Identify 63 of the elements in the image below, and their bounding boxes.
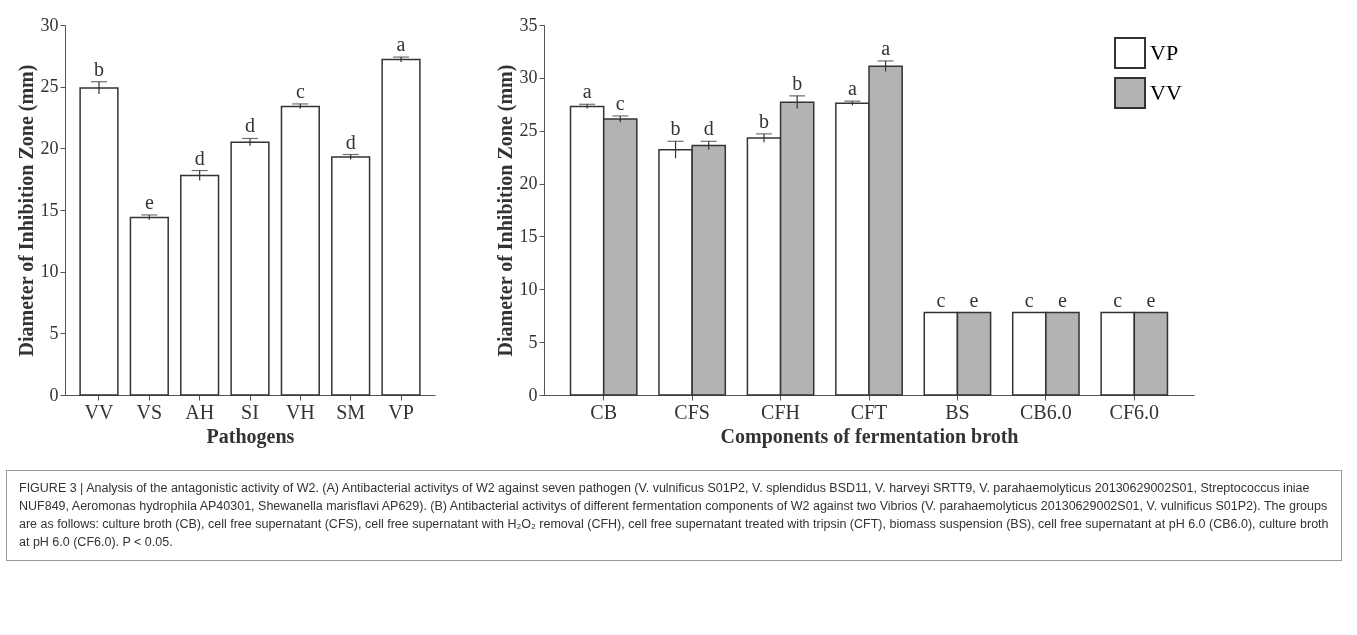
x-tick-label: CF6.0 [1109,400,1160,423]
data-label: d [194,146,205,169]
legend-label: VP [1150,40,1179,65]
y-tick-label: 20 [519,173,538,194]
bar [129,216,169,396]
legend-label: VV [1150,80,1182,105]
data-label: d [703,117,714,140]
y-tick-label: 30 [40,14,59,35]
y-tick-label: 20 [40,137,59,158]
data-label: a [582,80,592,103]
x-tick-label: CFH [761,400,801,423]
x-tick-label: CB6.0 [1020,400,1072,423]
x-tick-label: VH [285,400,315,423]
data-label: a [396,33,406,56]
y-axis-title: Diameter of Inhibition Zone (mm) [493,64,517,357]
x-tick-label: BS [945,400,970,423]
y-axis-title: Diameter of Inhibition Zone (mm) [14,64,38,357]
data-label: c [295,79,305,102]
bar [280,105,320,396]
data-label: b [758,109,769,132]
x-tick-label: VS [136,400,163,423]
y-tick-label: 25 [519,120,538,141]
bar [230,141,270,396]
y-tick-label: 30 [519,67,538,88]
x-tick-label: VP [388,400,414,423]
x-tick-label: VV [84,400,114,423]
y-tick-label: 0 [49,384,59,405]
y-tick-label: 5 [528,331,538,352]
bar [180,174,220,396]
x-tick-label: CFS [674,400,710,423]
x-axis-title: Pathogens [206,424,295,448]
y-tick-label: 5 [49,322,59,343]
data-label: b [93,57,104,80]
data-label: e [969,288,979,311]
y-tick-label: 10 [519,278,538,299]
y-tick-label: 0 [528,384,538,405]
y-tick-label: 15 [519,225,538,246]
y-tick-label: 15 [40,199,59,220]
bar [331,156,371,396]
data-label: a [847,77,857,100]
x-tick-label: CFT [850,400,888,423]
data-label: e [1146,288,1156,311]
data-label: c [936,288,946,311]
data-label: c [1113,288,1123,311]
caption: FIGURE 3 | Analysis of the antagonistic activity of W2. (A) Antibacterial activitys of W2 against seven pathogen (V. vulnificus S01P2, V. splendidus BSD11, V. harveyi SRTT9, V. parahaemolyticus 20130629002S01, Streptococcus iniae NUF849, Aeromonas hydrophila AP40301, Shewanella marisflavi AP629). (B) Antibacterial activitys of different fermentation components of W2 against two Vibrios (V. parahaemolyticus 20130629002S01, V. vulnificus S01P2). The groups are as follows: culture broth (CB), cell free supernatant (CFS), cell free supernatant with H₂O₂ removal (CFH), cell free supernatant treated with tripsin (CFT), biomass suspension (BS), cell free supernatant at pH 6.0 (CB6.0), culture broth at pH 6.0 (CF6.0). P < 0.05. [6,470,1342,561]
data-label: b [792,71,803,94]
x-axis-title: Components of fermentation broth [720,424,1019,448]
y-tick-label: 25 [40,76,59,97]
y-tick-label: 35 [519,14,538,35]
x-tick-label: CB [590,400,618,423]
data-label: a [881,36,891,59]
y-tick-label: 10 [40,261,59,282]
x-tick-label: AH [185,400,215,423]
data-label: b [670,117,681,140]
data-label: c [615,91,625,114]
data-label: e [144,190,154,213]
x-tick-label: SI [241,400,259,423]
data-label: d [345,130,356,153]
bar [381,58,421,396]
data-label: c [1024,288,1034,311]
x-tick-label: SM [336,400,366,423]
data-label: d [245,114,255,137]
data-label: e [1058,288,1068,311]
